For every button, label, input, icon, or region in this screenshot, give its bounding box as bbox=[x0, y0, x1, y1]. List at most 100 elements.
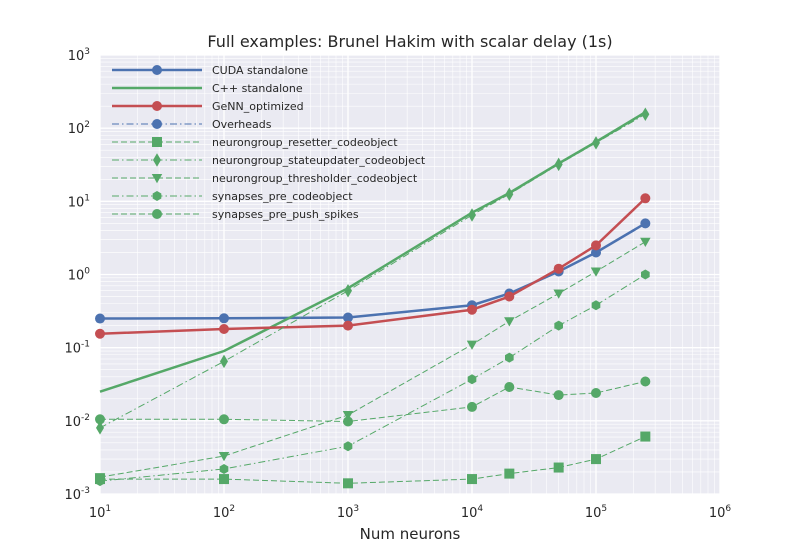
marker-diamond bbox=[468, 208, 476, 222]
marker-hexagon bbox=[343, 441, 353, 452]
marker-triangle-down bbox=[151, 174, 163, 184]
marker-hexagon bbox=[219, 463, 229, 474]
x-tick-label: 103 bbox=[337, 504, 359, 521]
x-tick-label: 105 bbox=[585, 504, 607, 521]
x-axis-label: Num neurons bbox=[360, 525, 461, 543]
y-tick-label: 10-3 bbox=[64, 486, 90, 503]
marker-circle bbox=[152, 101, 162, 111]
legend-item: neurongroup_resetter_codeobject bbox=[112, 136, 398, 149]
marker-circle bbox=[343, 320, 353, 331]
legend-label: neurongroup_stateupdater_codeobject bbox=[212, 154, 426, 167]
marker-triangle-down bbox=[640, 237, 651, 248]
marker-circle bbox=[219, 414, 229, 425]
marker-circle bbox=[152, 209, 162, 219]
series-line bbox=[99, 197, 647, 335]
marker-diamond bbox=[220, 354, 228, 369]
marker-circle bbox=[553, 263, 564, 274]
series-genn-optimized bbox=[95, 193, 651, 339]
marker-diamond bbox=[554, 157, 563, 172]
marker-triangle-down bbox=[218, 452, 230, 462]
marker-hexagon bbox=[554, 320, 563, 331]
legend-item: neurongroup_stateupdater_codeobject bbox=[112, 153, 426, 167]
marker-circle bbox=[152, 119, 162, 129]
x-tick-label: 102 bbox=[213, 504, 235, 521]
marker-diamond bbox=[344, 283, 352, 298]
series-c-standalone bbox=[99, 111, 646, 393]
legend-label: CUDA standalone bbox=[212, 64, 308, 77]
marker-square bbox=[343, 478, 353, 489]
marker-circle bbox=[591, 240, 601, 251]
marker-square bbox=[219, 474, 229, 485]
legend-item: synapses_pre_codeobject bbox=[112, 190, 353, 203]
marker-hexagon bbox=[152, 191, 162, 201]
marker-circle bbox=[95, 414, 105, 425]
marker-circle bbox=[95, 328, 105, 339]
marker-circle bbox=[343, 416, 353, 427]
series-cuda-standalone bbox=[95, 218, 651, 324]
legend-label: neurongroup_resetter_codeobject bbox=[212, 136, 398, 149]
marker-hexagon bbox=[95, 476, 105, 487]
legend-item: synapses_pre_push_spikes bbox=[112, 208, 359, 221]
legend-label: neurongroup_thresholder_codeobject bbox=[212, 172, 418, 185]
series-layer bbox=[94, 107, 651, 489]
marker-square bbox=[467, 474, 477, 485]
series-line bbox=[99, 274, 646, 482]
marker-circle bbox=[343, 312, 353, 323]
y-tick-label: 102 bbox=[68, 120, 90, 137]
marker-square bbox=[591, 454, 601, 465]
series-line bbox=[100, 436, 646, 484]
marker-circle bbox=[504, 382, 515, 393]
x-tick-label: 101 bbox=[89, 504, 111, 521]
x-tick-label: 106 bbox=[709, 504, 732, 521]
marker-square bbox=[553, 462, 564, 473]
legend-label: synapses_pre_codeobject bbox=[212, 190, 353, 203]
legend-item: neurongroup_thresholder_codeobject bbox=[112, 172, 418, 185]
marker-triangle-down bbox=[504, 317, 515, 327]
legend-label: synapses_pre_push_spikes bbox=[212, 208, 359, 221]
legend: CUDA standalone C++ standalone GeNN_optimi… bbox=[112, 64, 426, 221]
marker-diamond bbox=[96, 421, 104, 435]
marker-diamond bbox=[153, 153, 161, 167]
series-neurongroup-stateupdater-codeobject bbox=[96, 107, 650, 435]
marker-circle bbox=[591, 388, 601, 399]
series-line bbox=[100, 380, 646, 422]
marker-circle bbox=[591, 247, 601, 258]
y-tick-label: 10-1 bbox=[64, 340, 90, 357]
marker-hexagon bbox=[641, 269, 650, 280]
legend-item: Overheads bbox=[112, 118, 272, 131]
marker-square bbox=[640, 431, 651, 442]
marker-triangle-down bbox=[590, 267, 602, 277]
y-tick-label: 101 bbox=[68, 193, 90, 210]
series-line bbox=[99, 222, 646, 320]
y-axis-ticks: 10-3 10-2 10-1 100 101 102 103 bbox=[64, 47, 90, 503]
marker-circle bbox=[467, 401, 477, 412]
marker-hexagon bbox=[467, 374, 477, 385]
marker-circle bbox=[553, 390, 564, 401]
marker-diamond bbox=[641, 107, 650, 121]
series-neurongroup-thresholder-codeobject bbox=[94, 237, 651, 483]
marker-circle bbox=[152, 65, 162, 75]
legend-label: Overheads bbox=[212, 118, 272, 131]
series-line bbox=[99, 113, 646, 429]
x-tick-label: 104 bbox=[461, 504, 484, 521]
y-tick-label: 103 bbox=[68, 47, 90, 64]
legend-item: CUDA standalone bbox=[112, 64, 308, 77]
marker-triangle-down bbox=[466, 340, 478, 350]
legend-label: GeNN_optimized bbox=[212, 100, 304, 113]
marker-hexagon bbox=[505, 352, 514, 363]
y-tick-label: 100 bbox=[68, 267, 91, 284]
marker-square bbox=[152, 137, 162, 147]
marker-circle bbox=[504, 291, 515, 302]
series-line bbox=[99, 111, 646, 393]
marker-circle bbox=[467, 304, 477, 315]
x-axis-ticks: 101 102 103 104 105 106 bbox=[89, 504, 732, 521]
marker-triangle-down bbox=[553, 289, 564, 299]
y-tick-label: 10-2 bbox=[64, 413, 90, 430]
marker-circle bbox=[219, 313, 229, 324]
legend-item: C++ standalone bbox=[112, 82, 303, 95]
marker-circle bbox=[219, 323, 229, 334]
series-line bbox=[99, 241, 646, 478]
legend-item: GeNN_optimized bbox=[112, 100, 304, 113]
